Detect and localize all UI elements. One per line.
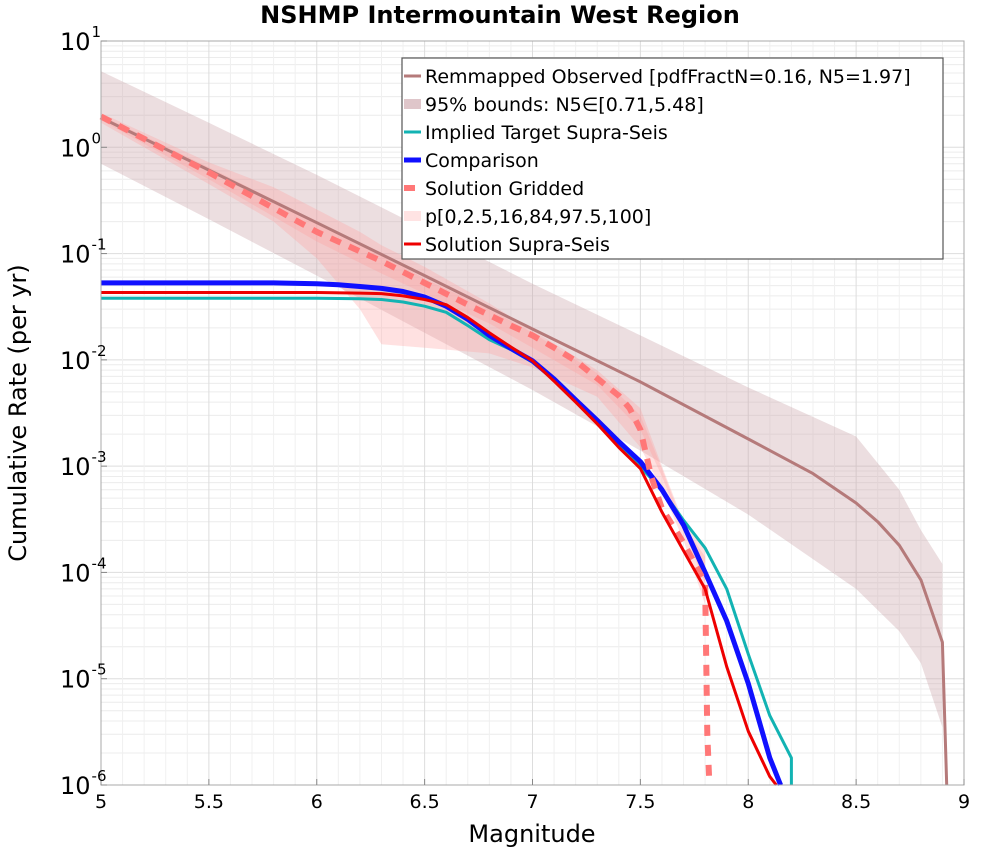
y-tick-label: 10-6 [60, 767, 107, 800]
band-95% bounds: N5∈[0.71,5.48] [101, 71, 943, 728]
x-tick-label: 8 [742, 791, 754, 813]
legend-box [401, 57, 944, 260]
legend-label: Comparison [425, 150, 539, 172]
legend: Remmapped Observed [pdfFractN=0.16, N5=1… [401, 57, 944, 260]
y-axis-ticks: 101 100 10-1 10-2 10-3 10-4 10-5 10-6 [60, 23, 107, 800]
series-line [100, 116, 949, 786]
y-tick-label: 10-1 [60, 236, 107, 269]
legend-label: Implied Target Supra-Seis [425, 122, 668, 144]
x-axis-ticks: 5 5.5 6 6.5 7 7.5 8 8.5 9 [95, 779, 970, 813]
x-tick-label: 6.5 [410, 791, 440, 813]
series-line [101, 291, 778, 786]
legend-swatch [404, 99, 421, 109]
y-tick-label: 10-2 [60, 342, 107, 375]
x-tick-label: 7.5 [625, 791, 655, 813]
x-tick-label: 9 [958, 791, 970, 813]
legend-label: p[0,2.5,16,84,97.5,100] [425, 206, 651, 228]
x-axis-label: Magnitude [468, 820, 595, 848]
x-tick-label: 8.5 [841, 791, 871, 813]
y-tick-label: 10-5 [60, 661, 107, 694]
y-tick-label: 10-4 [60, 554, 107, 587]
legend-label: Remmapped Observed [pdfFractN=0.16, N5=1… [425, 66, 911, 88]
legend-label: Solution Supra-Seis [425, 234, 610, 256]
y-tick-label: 100 [60, 129, 101, 162]
y-axis-label: Cumulative Rate (per yr) [4, 264, 32, 562]
legend-label: 95% bounds: N5∈[0.71,5.48] [425, 94, 704, 116]
legend-label: Solution Gridded [425, 178, 584, 200]
y-tick-label: 10-3 [60, 448, 107, 481]
chart-title: NSHMP Intermountain West Region [260, 1, 740, 29]
x-tick-label: 6 [311, 791, 323, 813]
x-tick-label: 7 [526, 791, 538, 813]
series-line [99, 113, 713, 786]
confidence-bands [101, 71, 943, 728]
data-series [99, 113, 949, 786]
x-tick-label: 5.5 [194, 791, 224, 813]
y-tick-label: 101 [60, 23, 101, 56]
legend-swatch [404, 211, 421, 221]
x-tick-label: 5 [95, 791, 107, 813]
